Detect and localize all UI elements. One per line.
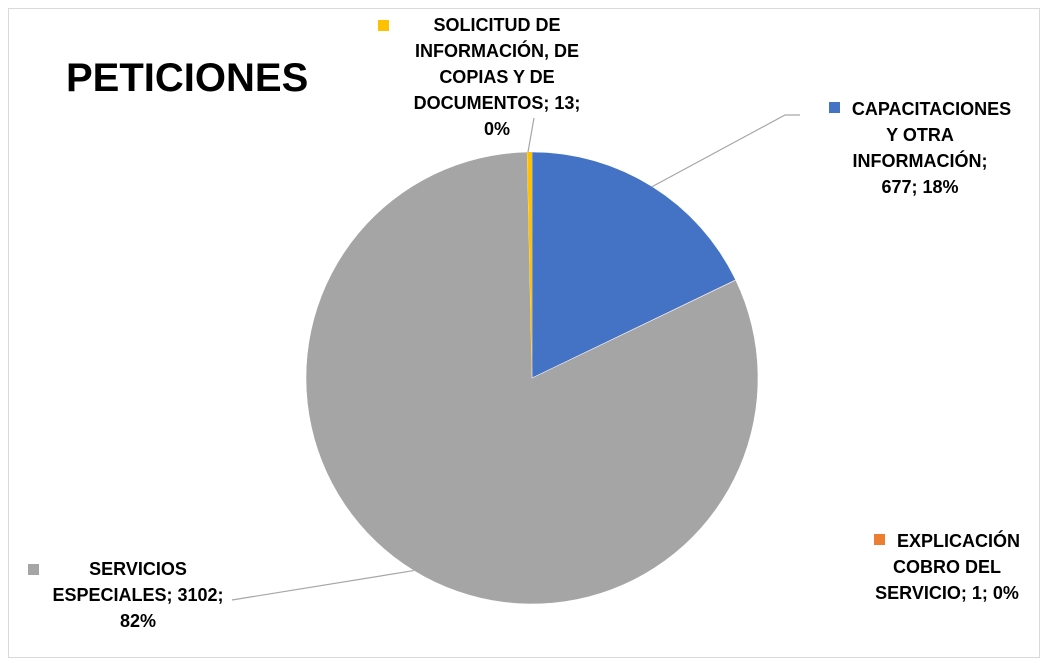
label-line: CAPACITACIONES <box>851 99 1012 119</box>
label-line: INFORMACIÓN; <box>852 151 988 171</box>
leader-line-solicitud <box>527 117 535 153</box>
chart-title: PETICIONES <box>66 56 309 100</box>
data-label-servicios: SERVICIOS ESPECIALES; 3102; 82% <box>28 556 248 634</box>
label-line: EXPLICACIÓN <box>896 531 1020 551</box>
legend-key-servicios <box>28 564 39 575</box>
pie-slice-2 <box>305 151 759 605</box>
legend-key-explicacion <box>873 533 885 545</box>
label-line: SOLICITUD DE <box>433 15 561 35</box>
pie-slice-0 <box>531 151 736 379</box>
label-line: ESPECIALES; 3102; <box>52 585 224 605</box>
data-label-capacitaciones: CAPACITACIONES Y OTRA INFORMACIÓN; 677; … <box>800 96 1040 200</box>
legend-key-capacitaciones <box>828 101 840 113</box>
label-line: 82% <box>119 611 157 631</box>
label-line: COPIAS Y DE <box>439 67 555 87</box>
legend-key-solicitud <box>378 20 389 31</box>
label-line: Y OTRA <box>886 125 954 145</box>
label-line: COBRO DEL <box>893 557 1001 577</box>
data-label-solicitud: SOLICITUD DE INFORMACIÓN, DE COPIAS Y DE… <box>372 12 622 142</box>
label-line: 677; 18% <box>881 177 959 197</box>
label-line: SERVICIO; 1; 0% <box>875 583 1019 603</box>
leader-line-servicios <box>231 569 414 601</box>
leader-line-capacitaciones <box>651 114 800 188</box>
label-line: 0% <box>483 119 510 139</box>
label-line: SERVICIOS <box>89 559 187 579</box>
label-line: DOCUMENTOS; 13; <box>413 93 581 113</box>
pie-slice-3 <box>527 152 532 378</box>
data-label-explicacion: EXPLICACIÓN COBRO DEL SERVICIO; 1; 0% <box>852 528 1042 606</box>
label-line: INFORMACIÓN, DE <box>415 41 579 61</box>
